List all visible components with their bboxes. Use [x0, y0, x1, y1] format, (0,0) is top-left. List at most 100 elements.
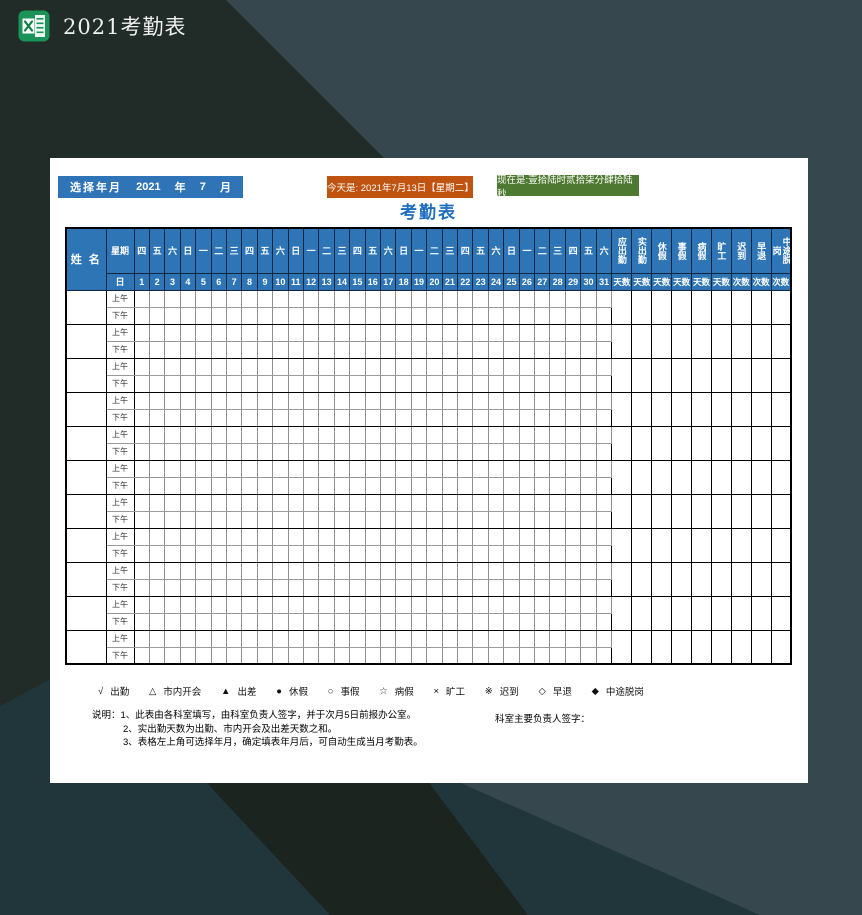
attendance-cell[interactable] [179, 494, 197, 512]
summary-value-cell[interactable] [651, 391, 673, 427]
attendance-cell[interactable] [595, 443, 613, 461]
attendance-cell[interactable] [549, 630, 566, 648]
attendance-cell[interactable] [549, 290, 566, 308]
attendance-cell[interactable] [410, 443, 428, 461]
attendance-cell[interactable] [472, 562, 489, 580]
attendance-cell[interactable] [364, 307, 382, 325]
summary-value-cell[interactable] [730, 425, 752, 461]
attendance-cell[interactable] [333, 324, 351, 342]
attendance-cell[interactable] [549, 562, 566, 580]
attendance-cell[interactable] [287, 528, 304, 546]
summary-value-cell[interactable] [730, 527, 752, 563]
attendance-cell[interactable] [426, 528, 443, 546]
attendance-cell[interactable] [256, 596, 274, 614]
attendance-cell[interactable] [410, 647, 428, 665]
attendance-cell[interactable] [534, 426, 551, 444]
employee-name-cell[interactable] [65, 595, 107, 631]
attendance-cell[interactable] [426, 511, 443, 529]
attendance-cell[interactable] [564, 358, 582, 376]
year-month-selector[interactable]: 选择年月 2021 年 7 月 [58, 176, 243, 198]
attendance-cell[interactable] [148, 596, 166, 614]
summary-value-cell[interactable] [730, 629, 752, 665]
attendance-cell[interactable] [287, 426, 304, 444]
attendance-cell[interactable] [241, 494, 258, 512]
attendance-cell[interactable] [487, 545, 505, 563]
attendance-cell[interactable] [395, 426, 412, 444]
attendance-cell[interactable] [225, 290, 243, 308]
attendance-cell[interactable] [318, 409, 335, 427]
attendance-cell[interactable] [580, 358, 597, 376]
summary-value-cell[interactable] [611, 527, 633, 563]
attendance-cell[interactable] [472, 460, 489, 478]
attendance-cell[interactable] [595, 324, 613, 342]
attendance-cell[interactable] [179, 392, 197, 410]
attendance-cell[interactable] [318, 341, 335, 359]
attendance-cell[interactable] [302, 562, 320, 580]
attendance-cell[interactable] [503, 613, 520, 631]
attendance-cell[interactable] [564, 290, 582, 308]
attendance-cell[interactable] [564, 477, 582, 495]
attendance-cell[interactable] [272, 290, 289, 308]
attendance-cell[interactable] [410, 545, 428, 563]
attendance-cell[interactable] [133, 630, 150, 648]
employee-name-cell[interactable] [65, 323, 107, 359]
attendance-cell[interactable] [364, 647, 382, 665]
attendance-cell[interactable] [287, 392, 304, 410]
attendance-cell[interactable] [333, 443, 351, 461]
summary-value-cell[interactable] [691, 493, 712, 529]
attendance-cell[interactable] [333, 562, 351, 580]
attendance-cell[interactable] [179, 528, 197, 546]
attendance-cell[interactable] [302, 494, 320, 512]
attendance-cell[interactable] [441, 409, 459, 427]
attendance-cell[interactable] [164, 392, 181, 410]
attendance-cell[interactable] [487, 409, 505, 427]
summary-value-cell[interactable] [611, 357, 633, 393]
attendance-cell[interactable] [395, 307, 412, 325]
summary-value-cell[interactable] [691, 357, 712, 393]
attendance-cell[interactable] [318, 630, 335, 648]
attendance-cell[interactable] [426, 596, 443, 614]
summary-value-cell[interactable] [710, 527, 732, 563]
summary-value-cell[interactable] [651, 595, 673, 631]
attendance-cell[interactable] [133, 443, 150, 461]
attendance-cell[interactable] [349, 630, 366, 648]
summary-value-cell[interactable] [631, 425, 653, 461]
attendance-cell[interactable] [595, 562, 613, 580]
attendance-cell[interactable] [318, 460, 335, 478]
attendance-cell[interactable] [518, 477, 536, 495]
attendance-cell[interactable] [287, 341, 304, 359]
attendance-cell[interactable] [364, 324, 382, 342]
attendance-cell[interactable] [349, 358, 366, 376]
attendance-cell[interactable] [195, 511, 212, 529]
attendance-cell[interactable] [564, 596, 582, 614]
attendance-cell[interactable] [364, 545, 382, 563]
attendance-cell[interactable] [318, 545, 335, 563]
attendance-cell[interactable] [164, 375, 181, 393]
attendance-cell[interactable] [302, 579, 320, 597]
attendance-cell[interactable] [410, 630, 428, 648]
attendance-cell[interactable] [210, 579, 227, 597]
attendance-cell[interactable] [549, 494, 566, 512]
attendance-cell[interactable] [318, 358, 335, 376]
attendance-cell[interactable] [564, 443, 582, 461]
month-value[interactable]: 7 [199, 181, 206, 193]
attendance-cell[interactable] [503, 392, 520, 410]
attendance-cell[interactable] [302, 307, 320, 325]
attendance-cell[interactable] [518, 579, 536, 597]
summary-value-cell[interactable] [730, 561, 752, 597]
attendance-cell[interactable] [333, 358, 351, 376]
attendance-cell[interactable] [349, 545, 366, 563]
attendance-cell[interactable] [195, 409, 212, 427]
attendance-cell[interactable] [364, 392, 382, 410]
attendance-cell[interactable] [133, 341, 150, 359]
attendance-cell[interactable] [518, 545, 536, 563]
attendance-cell[interactable] [457, 341, 474, 359]
summary-value-cell[interactable] [611, 391, 633, 427]
attendance-cell[interactable] [472, 596, 489, 614]
attendance-cell[interactable] [241, 630, 258, 648]
attendance-cell[interactable] [364, 579, 382, 597]
summary-value-cell[interactable] [750, 391, 772, 427]
summary-value-cell[interactable] [730, 391, 752, 427]
attendance-cell[interactable] [272, 375, 289, 393]
summary-value-cell[interactable] [750, 425, 772, 461]
